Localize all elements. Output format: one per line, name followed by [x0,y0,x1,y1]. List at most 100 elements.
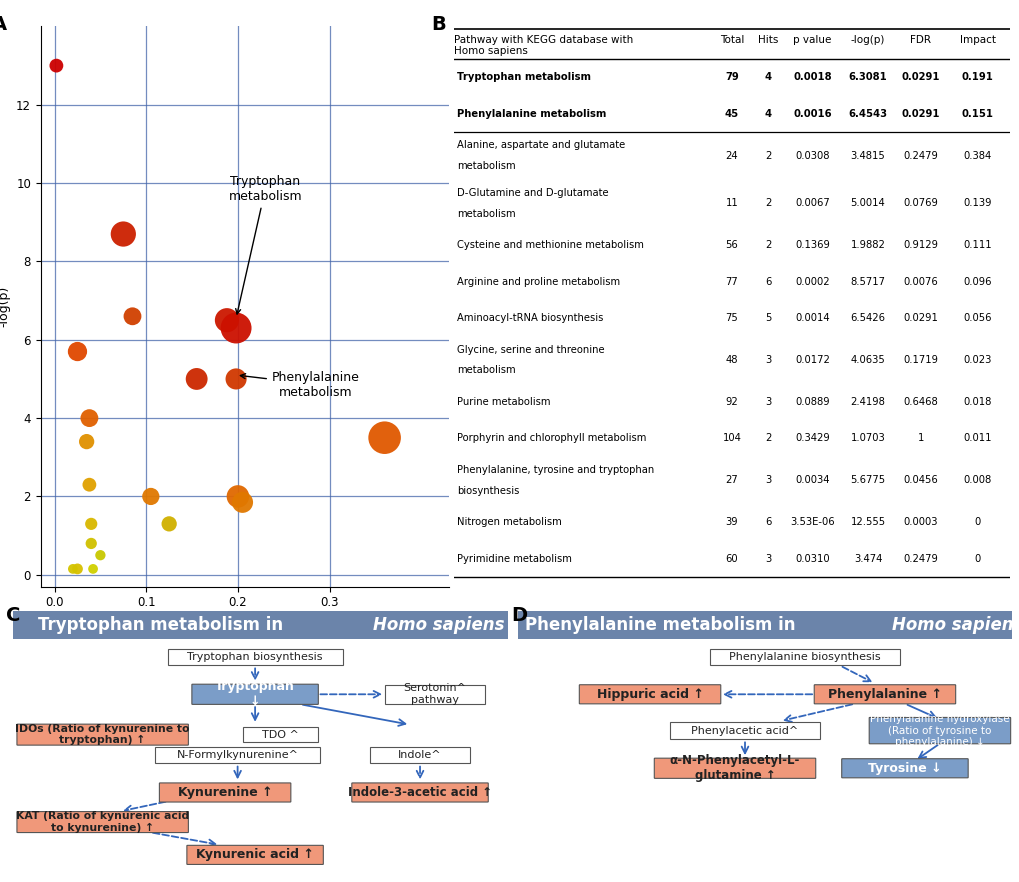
Point [69,345,86,359]
Text: Tryptophan
↓: Tryptophan ↓ [215,680,294,708]
FancyBboxPatch shape [709,648,899,665]
Point [227,321,244,335]
Text: Purine metabolism: Purine metabolism [457,397,549,407]
Text: Cysteine and methionine metabolism: Cysteine and methionine metabolism [457,240,643,250]
Text: 0.0002: 0.0002 [795,277,828,287]
Point [218,313,234,327]
Text: 45: 45 [725,108,738,118]
Text: Porphyrin and chlorophyll metabolism: Porphyrin and chlorophyll metabolism [457,433,645,444]
Text: Hippuric acid ↑: Hippuric acid ↑ [596,688,703,701]
Text: Tryptophan
metabolism: Tryptophan metabolism [228,175,302,314]
Point [48,58,64,72]
Point [161,517,177,531]
Text: Kynurenic acid ↑: Kynurenic acid ↑ [196,848,314,862]
Point [69,562,86,576]
Text: 12.555: 12.555 [850,518,884,527]
Text: 0.1369: 0.1369 [794,240,829,250]
FancyBboxPatch shape [243,728,317,742]
FancyBboxPatch shape [385,684,485,704]
Text: 1: 1 [917,433,923,444]
Text: α-N-Phenylacetyl-L-
glutamine ↑: α-N-Phenylacetyl-L- glutamine ↑ [669,754,800,782]
Text: 0.056: 0.056 [963,313,991,323]
Text: Phenylalanine
metabolism: Phenylalanine metabolism [240,370,360,399]
Point [64,562,81,576]
Text: Alanine, aspartate and glutamate: Alanine, aspartate and glutamate [457,140,625,150]
Y-axis label: -log(p): -log(p) [0,286,10,327]
Text: Impact: Impact [959,35,995,46]
Text: 0.0014: 0.0014 [795,313,828,323]
Text: Nitrogen metabolism: Nitrogen metabolism [457,518,560,527]
Text: Phenylacetic acid^: Phenylacetic acid^ [691,726,798,736]
Point [229,490,246,504]
Point [82,411,98,425]
Text: 79: 79 [725,72,738,82]
Text: 0.0003: 0.0003 [903,518,937,527]
Point [189,372,205,386]
Text: 6.4543: 6.4543 [848,108,887,118]
FancyBboxPatch shape [167,648,342,665]
Text: 3: 3 [764,475,770,485]
Text: 0.0067: 0.0067 [794,198,829,208]
FancyBboxPatch shape [868,717,1010,744]
Text: Tryptophan metabolism: Tryptophan metabolism [457,72,590,82]
Text: 3.4815: 3.4815 [850,151,884,161]
Text: p value: p value [793,35,830,46]
Text: 0.6468: 0.6468 [903,397,937,407]
Text: Phenylalanine metabolism in: Phenylalanine metabolism in [525,617,801,634]
Text: 0.0291: 0.0291 [901,108,940,118]
Text: Phenylalanine hydroxylase
(Ratio of tyrosine to
phenylalanine) ↓: Phenylalanine hydroxylase (Ratio of tyro… [869,714,1009,747]
Text: 92: 92 [725,397,738,407]
Text: 1.9882: 1.9882 [850,240,884,250]
Text: 0.111: 0.111 [963,240,991,250]
Text: 0.0456: 0.0456 [903,475,937,485]
Text: Indole-3-acetic acid ↑: Indole-3-acetic acid ↑ [347,786,491,799]
Text: 4.0635: 4.0635 [850,355,884,365]
Text: 3: 3 [764,397,770,407]
Text: Phenylalanine ↑: Phenylalanine ↑ [827,688,941,701]
Text: Homo sapiens: Homo sapiens [453,46,527,56]
Text: 104: 104 [721,433,741,444]
Point [234,496,251,510]
Text: Total: Total [719,35,743,46]
FancyBboxPatch shape [352,783,488,802]
Text: 6: 6 [764,518,770,527]
Text: Indole^: Indole^ [397,751,441,760]
Point [83,517,99,531]
Text: 3.474: 3.474 [853,554,881,564]
FancyBboxPatch shape [370,747,470,764]
Text: 11: 11 [725,198,738,208]
Text: biosynthesis: biosynthesis [457,486,519,496]
Text: A: A [0,15,7,34]
Text: 48: 48 [725,355,738,365]
Text: Phenylalanine metabolism: Phenylalanine metabolism [457,108,605,118]
Text: 0.023: 0.023 [963,355,991,365]
Text: 0.0291: 0.0291 [903,313,937,323]
FancyBboxPatch shape [192,684,318,705]
FancyBboxPatch shape [813,684,955,704]
Text: 0.0889: 0.0889 [795,397,828,407]
Text: 0.2479: 0.2479 [903,554,937,564]
Text: metabolism: metabolism [457,161,515,171]
Text: 0.151: 0.151 [961,108,993,118]
Text: 3: 3 [764,554,770,564]
Text: Aminoacyl-tRNA biosynthesis: Aminoacyl-tRNA biosynthesis [457,313,602,323]
Text: 8.5717: 8.5717 [850,277,884,287]
Text: 0.0034: 0.0034 [795,475,828,485]
Text: 27: 27 [725,475,738,485]
Text: Glycine, serine and threonine: Glycine, serine and threonine [457,345,603,355]
FancyBboxPatch shape [841,759,967,778]
Point [227,372,244,386]
Text: 6: 6 [764,277,770,287]
Text: 75: 75 [725,313,738,323]
Text: C: C [6,606,20,625]
Text: 6.3081: 6.3081 [848,72,887,82]
Text: FDR: FDR [910,35,930,46]
Text: 24: 24 [725,151,738,161]
Text: metabolism: metabolism [457,209,515,219]
Text: Phenylalanine, tyrosine and tryptophan: Phenylalanine, tyrosine and tryptophan [457,465,653,475]
Text: 0.9129: 0.9129 [903,240,937,250]
Text: 60: 60 [725,554,738,564]
Text: 0.2479: 0.2479 [903,151,937,161]
Text: Pathway with KEGG database with: Pathway with KEGG database with [453,35,633,45]
Text: 0.011: 0.011 [963,433,991,444]
